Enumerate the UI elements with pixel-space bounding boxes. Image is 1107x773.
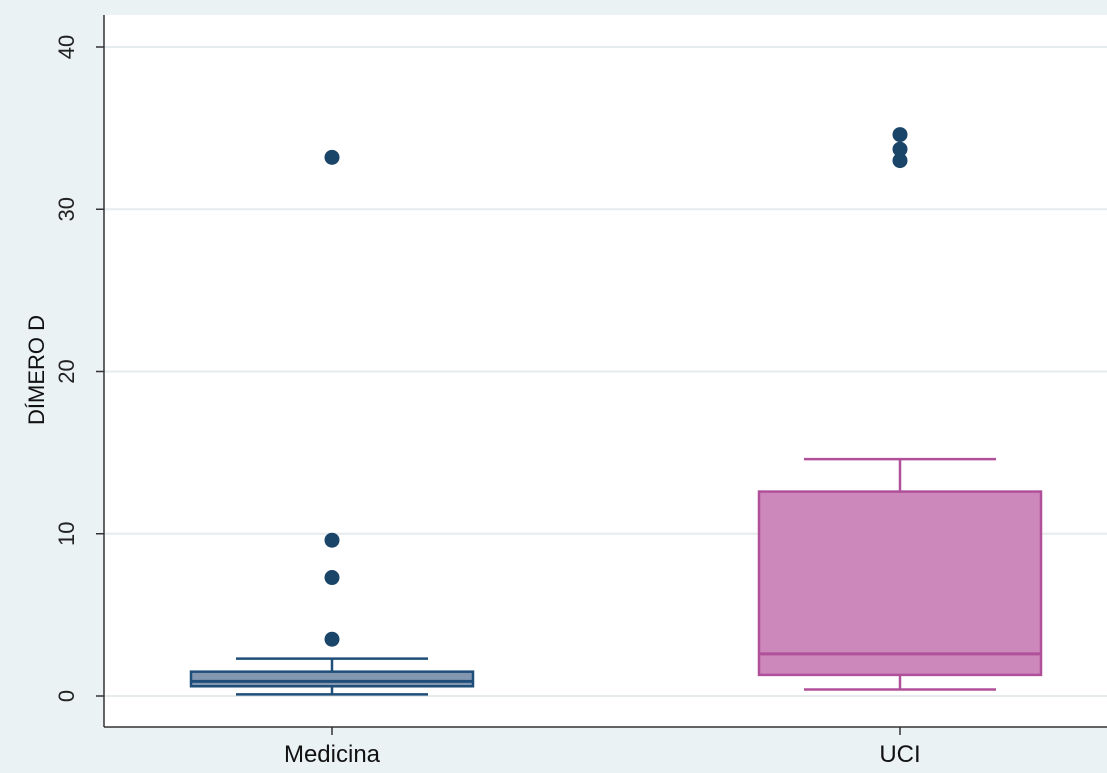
gridlines bbox=[104, 46, 1107, 697]
outlier-point bbox=[324, 532, 340, 548]
box-medicina bbox=[189, 149, 475, 696]
iqr-box bbox=[189, 670, 475, 688]
outlier-point bbox=[324, 570, 340, 586]
outlier-point bbox=[892, 141, 908, 157]
outlier-point bbox=[892, 153, 908, 169]
iqr-box bbox=[757, 490, 1043, 677]
y-tick-label: 30 bbox=[54, 197, 79, 221]
outlier-point bbox=[324, 631, 340, 647]
x-category-label: UCI bbox=[879, 741, 920, 768]
y-axis-title: DÍMERO D bbox=[24, 315, 49, 425]
x-category-label: Medicina bbox=[284, 741, 381, 768]
box-uci bbox=[757, 127, 1043, 691]
outlier-point bbox=[324, 149, 340, 165]
y-tick-label: 0 bbox=[54, 690, 79, 702]
y-tick-label: 10 bbox=[54, 522, 79, 546]
y-tick-label: 40 bbox=[54, 35, 79, 59]
outlier-point bbox=[892, 127, 908, 143]
boxes-layer bbox=[189, 127, 1043, 696]
axes: 0 10 20 30 40 Medicina UCI bbox=[54, 15, 1107, 768]
y-tick-label: 20 bbox=[54, 359, 79, 383]
